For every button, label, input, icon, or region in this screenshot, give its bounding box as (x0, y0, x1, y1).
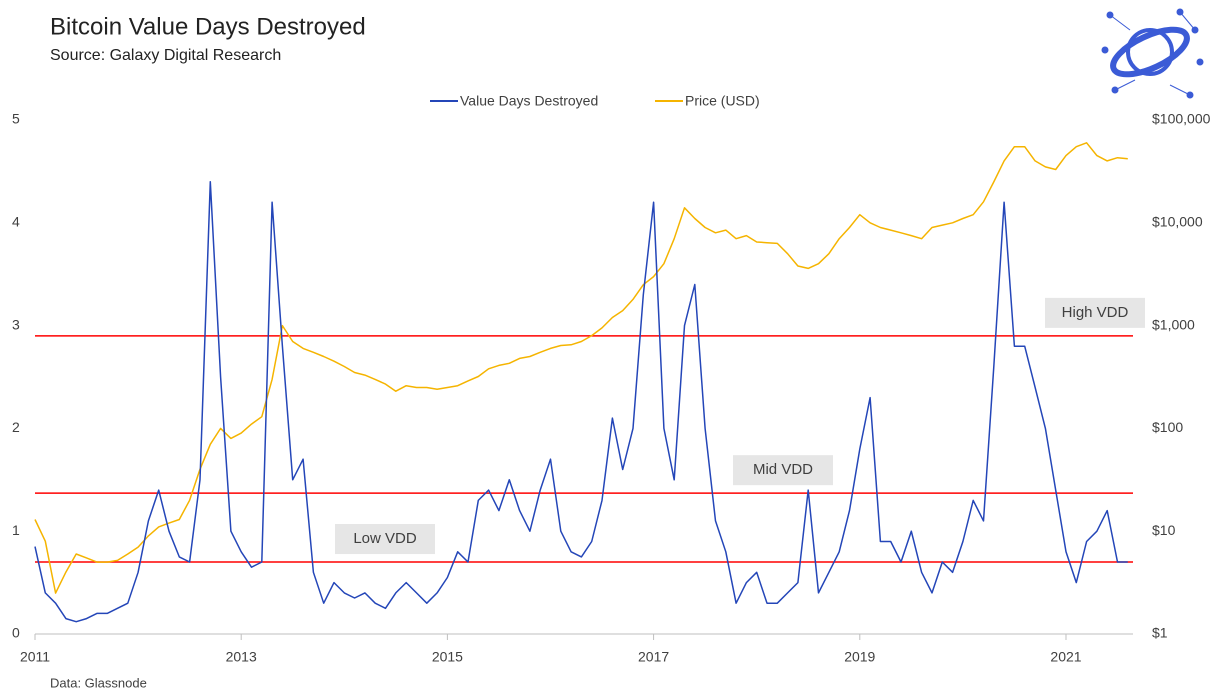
series-line (34, 142, 1128, 594)
x-tick-label: 2021 (1050, 649, 1081, 665)
y2-tick-label: $10,000 (1152, 214, 1203, 230)
y2-tick-label: $1,000 (1152, 316, 1195, 332)
series-line (34, 180, 1128, 623)
reference-label-box (335, 524, 435, 555)
y2-tick-label: $1 (1152, 625, 1168, 641)
y2-tick-label: $100,000 (1152, 111, 1211, 127)
y2-tick-label: $10 (1152, 522, 1176, 538)
x-tick-label: 2011 (20, 649, 50, 665)
x-tick-label: 2015 (432, 649, 463, 665)
footnote: Data: Glassnode (50, 675, 147, 690)
x-tick-label: 2019 (844, 649, 875, 665)
reference-label-box (1045, 297, 1145, 328)
y2-tick-label: $100 (1152, 419, 1183, 435)
chart-subtitle: Source: Galaxy Digital Research (50, 47, 281, 64)
reference-label: Low VDD (353, 530, 417, 547)
y-tick-label: 4 (12, 214, 20, 230)
y-tick-label: 1 (12, 522, 20, 538)
y-tick-label: 3 (12, 316, 20, 332)
chart-title: Bitcoin Value Days Destroyed (50, 13, 366, 40)
reference-label: Mid VDD (753, 461, 813, 478)
y-tick-label: 5 (12, 111, 20, 127)
x-tick-label: 2013 (226, 649, 257, 665)
legend-label: Price (USD) (685, 93, 760, 109)
y-tick-label: 0 (12, 625, 20, 641)
legend-label: Value Days Destroyed (460, 93, 598, 109)
y-tick-label: 2 (12, 419, 20, 435)
x-tick-label: 2017 (638, 649, 669, 665)
reference-label-box (733, 455, 833, 486)
logo (1101, 8, 1204, 99)
reference-label: High VDD (1062, 304, 1129, 321)
